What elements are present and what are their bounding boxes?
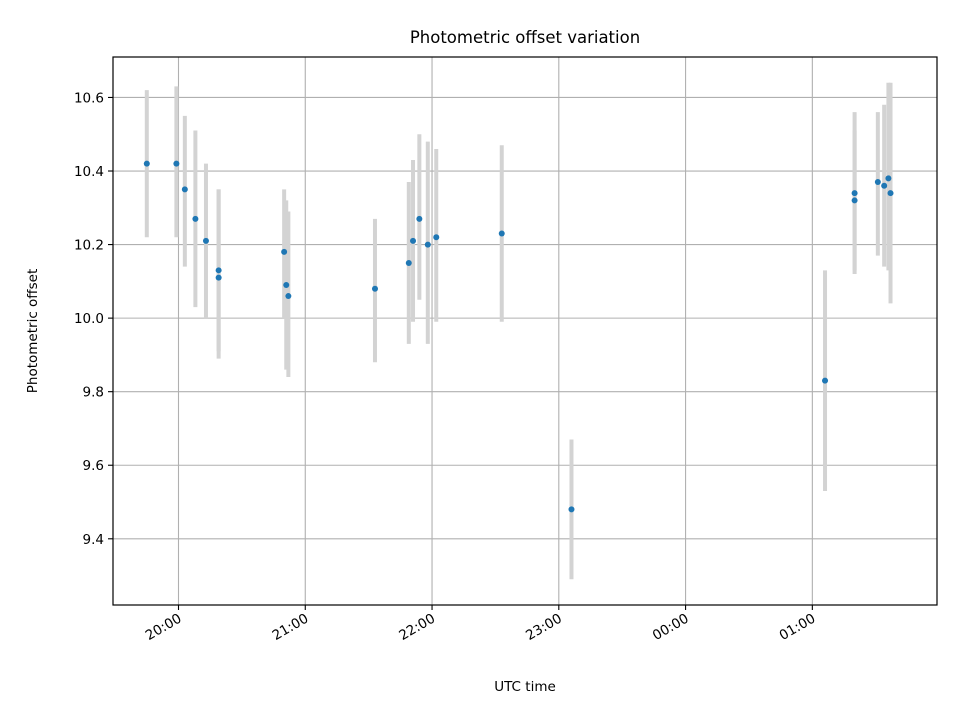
- data-point: [410, 237, 417, 244]
- data-point: [881, 182, 888, 189]
- data-point: [874, 179, 881, 186]
- y-tick-label: 10.2: [74, 238, 104, 254]
- data-point: [283, 282, 290, 289]
- data-point: [173, 160, 180, 167]
- data-point: [851, 190, 858, 197]
- data-point: [498, 230, 505, 237]
- data-point: [885, 175, 892, 182]
- data-point: [371, 285, 378, 292]
- y-tick-label: 9.4: [83, 532, 104, 548]
- data-point: [416, 215, 423, 222]
- y-tick-label: 9.8: [83, 385, 104, 401]
- data-point: [143, 160, 150, 167]
- x-axis-label: UTC time: [494, 679, 556, 695]
- data-point: [851, 197, 858, 204]
- data-point: [281, 248, 288, 255]
- grid: [113, 57, 937, 605]
- data-point: [215, 274, 222, 281]
- y-tick-label: 10.6: [74, 90, 104, 106]
- y-axis-label: Photometric offset: [25, 269, 41, 393]
- y-axis-ticks: 9.4 9.6 9.8 10.0 10.2 10.4 10.6: [74, 90, 113, 548]
- data-point: [424, 241, 431, 248]
- y-tick-label: 10.4: [74, 164, 104, 180]
- y-tick-label: 10.0: [74, 311, 104, 327]
- data-points: [143, 160, 894, 513]
- data-point: [215, 267, 222, 274]
- data-point: [433, 234, 440, 241]
- data-point: [192, 215, 199, 222]
- data-point: [181, 186, 188, 193]
- chart-title: Photometric offset variation: [410, 28, 640, 47]
- data-point: [568, 506, 575, 513]
- data-point: [822, 377, 829, 384]
- data-point: [405, 259, 412, 266]
- plot-frame: [112, 56, 938, 606]
- data-point: [202, 237, 209, 244]
- y-tick-label: 9.6: [83, 458, 104, 474]
- data-point: [887, 190, 894, 197]
- data-point: [285, 293, 292, 300]
